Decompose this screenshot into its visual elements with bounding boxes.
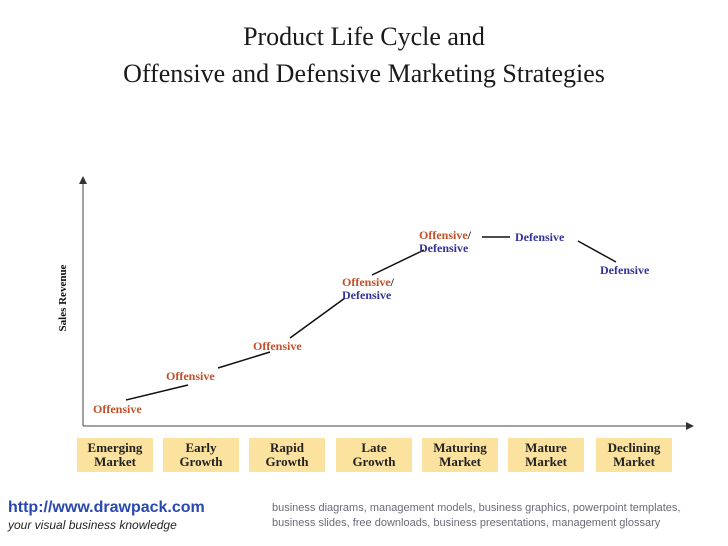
title-line-1: Product Life Cycle and <box>243 22 485 51</box>
stage-label-line2: Growth <box>179 454 223 469</box>
footer-description: business diagrams, management models, bu… <box>272 502 681 529</box>
label-declining: Defensive <box>600 263 650 277</box>
stage-label-line2: Growth <box>352 454 396 469</box>
label-maturing-offensive: Offensive <box>419 228 468 242</box>
connector-4 <box>371 249 425 276</box>
stage-mature-market: Mature Market <box>508 438 584 472</box>
stage-emerging-market: Emerging Market <box>77 438 153 472</box>
label-mature: Defensive <box>515 230 565 244</box>
stage-label-line1: Emerging <box>87 440 143 455</box>
stage-label-line1: Declining <box>607 440 661 455</box>
label-rapid-growth: Offensive <box>253 339 302 353</box>
connector-6 <box>577 240 617 263</box>
stage-rapid-growth: Rapid Growth <box>249 438 325 472</box>
stage-label-line2: Market <box>94 454 136 469</box>
label-late-growth-defensive: Defensive <box>342 288 392 302</box>
connector-1 <box>125 384 189 401</box>
stage-maturing-market: Maturing Market <box>422 438 498 472</box>
connector-3 <box>289 297 346 339</box>
label-emerging: Offensive <box>93 402 142 416</box>
stage-label-line1: Mature <box>525 440 567 455</box>
stage-label-line1: Late <box>361 440 387 455</box>
label-late-growth-slash: / <box>390 275 394 289</box>
label-late-growth-offensive: Offensive <box>342 275 391 289</box>
stage-label-line1: Early <box>185 440 217 455</box>
label-maturing-defensive: Defensive <box>419 241 469 255</box>
label-early-growth: Offensive <box>166 369 215 383</box>
footer-link[interactable]: http://www.drawpack.com <box>8 499 205 516</box>
stage-late-growth: Late Growth <box>336 438 412 472</box>
stage-declining-market: Declining Market <box>596 438 672 472</box>
stage-label-line1: Maturing <box>433 440 487 455</box>
stage-label-line2: Market <box>525 454 567 469</box>
label-late-growth: Offensive/Defensive <box>342 276 394 302</box>
connector-2 <box>217 351 271 369</box>
stage-label-line2: Market <box>613 454 655 469</box>
label-maturing: Offensive/Defensive <box>419 229 471 255</box>
title-line-2: Offensive and Defensive Marketing Strate… <box>123 59 605 88</box>
footer-tagline: your visual business knowledge <box>8 518 177 532</box>
y-axis-label: Sales Revenue <box>57 264 69 332</box>
stage-label-line2: Market <box>439 454 481 469</box>
stage-label-line1: Rapid <box>270 440 304 455</box>
stage-early-growth: Early Growth <box>163 438 239 472</box>
stage-label-line2: Growth <box>265 454 309 469</box>
label-maturing-slash: / <box>467 228 471 242</box>
